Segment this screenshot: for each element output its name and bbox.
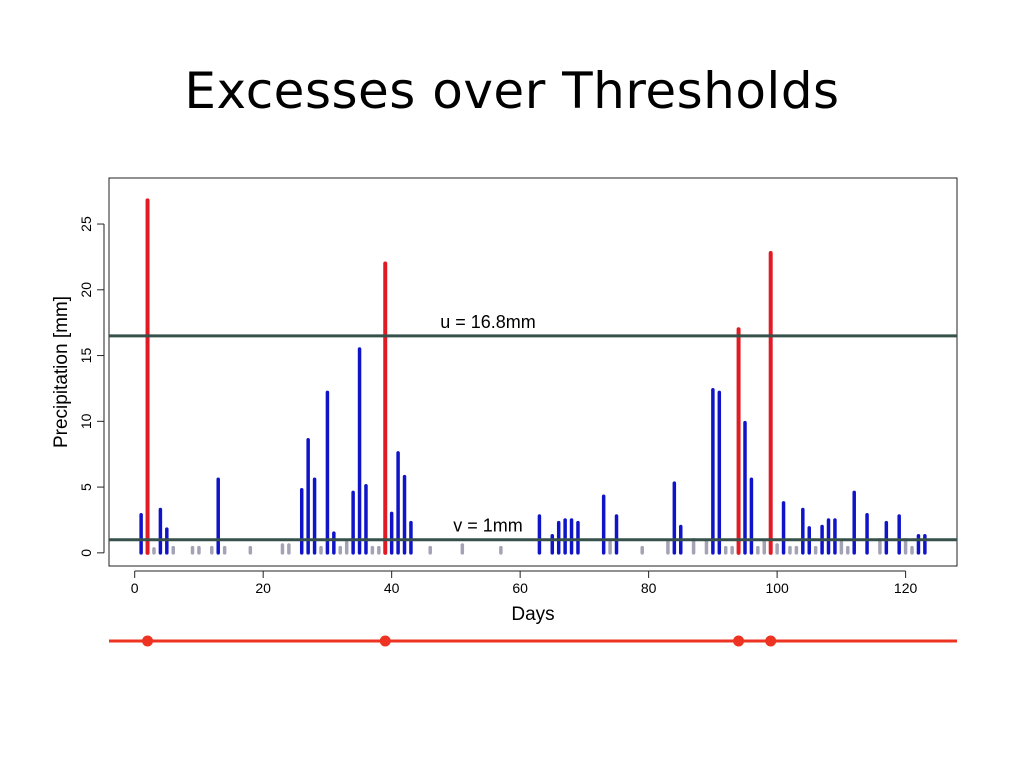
y-tick-label: 15 <box>78 348 94 364</box>
threshold-label: v = 1mm <box>453 516 523 536</box>
threshold-label: u = 16.8mm <box>440 312 536 332</box>
x-tick-label: 20 <box>255 580 271 596</box>
slide-title: Excesses over Thresholds <box>184 62 840 120</box>
y-tick-label: 20 <box>78 282 94 298</box>
x-tick-label: 0 <box>131 580 139 596</box>
bars-group <box>139 198 927 555</box>
x-tick-label: 120 <box>894 580 918 596</box>
plot-frame <box>108 177 958 567</box>
threshold-lines: u = 16.8mm v = 1mm <box>109 312 957 542</box>
x-tick-label: 100 <box>765 580 789 596</box>
y-tick-label: 10 <box>78 413 94 429</box>
y-axis: 0 5 10 15 20 25 <box>78 216 105 557</box>
y-tick-label: 0 <box>78 549 94 557</box>
exceedance-point <box>733 635 745 647</box>
x-tick-label: 40 <box>384 580 400 596</box>
exceedance-point <box>379 635 391 647</box>
exceedance-point <box>765 635 777 647</box>
exceedance-timeline <box>109 635 957 647</box>
y-axis-label: Precipitation [mm] <box>51 296 72 448</box>
x-tick-label: 60 <box>512 580 528 596</box>
x-axis-label: Days <box>511 604 554 625</box>
y-tick-label: 25 <box>78 216 94 232</box>
x-tick-label: 80 <box>641 580 657 596</box>
y-tick-label: 5 <box>78 483 94 491</box>
x-axis: 0 20 40 60 80 100 120 <box>131 570 918 596</box>
exceedance-point <box>142 635 154 647</box>
